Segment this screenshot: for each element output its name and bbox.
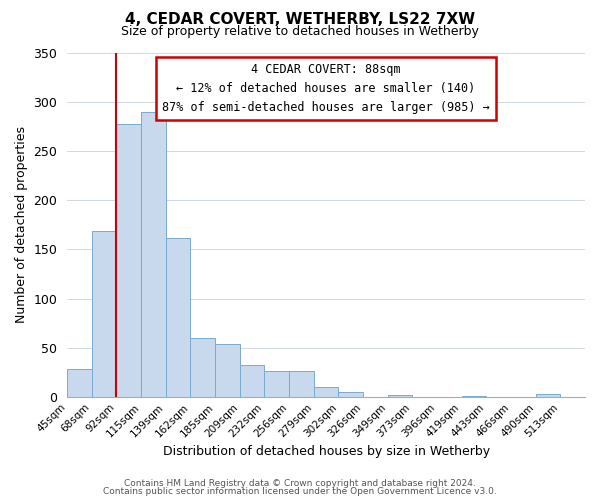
Bar [388,396,412,397]
Text: 4 CEDAR COVERT: 88sqm
← 12% of detached houses are smaller (140)
87% of semi-det: 4 CEDAR COVERT: 88sqm ← 12% of detached … [162,63,490,114]
Bar [215,344,240,397]
Bar [141,112,166,397]
Text: Size of property relative to detached houses in Wetherby: Size of property relative to detached ho… [121,25,479,38]
Text: Contains HM Land Registry data © Crown copyright and database right 2024.: Contains HM Land Registry data © Crown c… [124,478,476,488]
Bar [190,338,215,397]
Bar [536,394,560,397]
Bar [92,231,116,397]
Bar [462,396,487,397]
Bar [116,124,141,397]
Bar [314,388,338,397]
Bar [289,370,314,397]
Text: 4, CEDAR COVERT, WETHERBY, LS22 7XW: 4, CEDAR COVERT, WETHERBY, LS22 7XW [125,12,475,28]
Y-axis label: Number of detached properties: Number of detached properties [15,126,28,324]
Bar [166,238,190,397]
Bar [338,392,363,397]
Text: Contains public sector information licensed under the Open Government Licence v3: Contains public sector information licen… [103,487,497,496]
X-axis label: Distribution of detached houses by size in Wetherby: Distribution of detached houses by size … [163,444,490,458]
Bar [265,370,289,397]
Bar [240,364,265,397]
Bar [67,368,92,397]
